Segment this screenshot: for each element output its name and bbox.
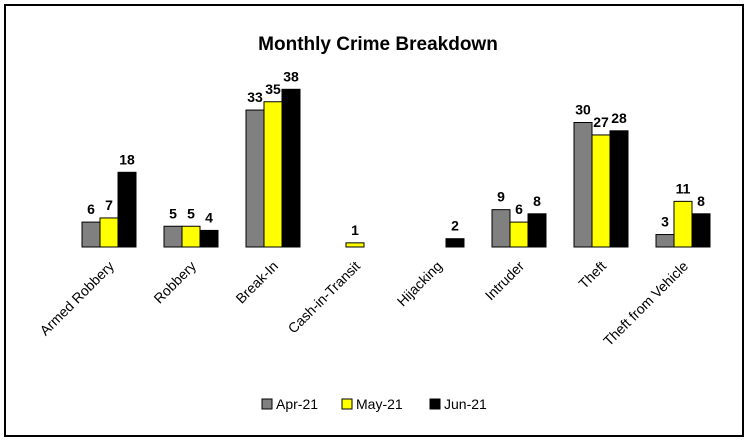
bar-robbery-jun-21 (199, 229, 219, 248)
bar-break-in-apr-21 (245, 109, 265, 248)
value-label-armed-robbery-apr-21: 6 (87, 201, 95, 217)
bar-intruder-may-21 (509, 221, 529, 248)
value-label-intruder-jun-21: 8 (533, 193, 541, 209)
legend-swatch-apr-21 (261, 398, 273, 410)
value-label-robbery-apr-21: 5 (169, 205, 177, 221)
value-label-break-in-may-21: 35 (265, 81, 281, 97)
value-label-cash-in-transit-may-21: 1 (351, 222, 359, 238)
legend: Apr-21 May-21 Jun-21 (261, 396, 487, 412)
value-label-theft-from-vehicle-jun-21: 8 (697, 193, 705, 209)
value-label-theft-apr-21: 30 (575, 102, 591, 118)
bar-theft-may-21 (591, 134, 611, 248)
bar-armed-robbery-may-21 (99, 217, 119, 248)
bar-intruder-jun-21 (527, 213, 547, 248)
bar-theft-from-vehicle-may-21 (673, 200, 693, 248)
value-label-intruder-may-21: 6 (515, 201, 523, 217)
value-label-theft-from-vehicle-may-21: 11 (676, 180, 691, 196)
legend-label-jun-21: Jun-21 (444, 396, 487, 412)
value-label-break-in-jun-21: 38 (283, 68, 299, 84)
category-labels-layer: Armed Robbery Robbery Break-In Cash-in-Tran… (36, 258, 691, 349)
value-label-theft-may-21: 27 (593, 114, 609, 130)
value-label-intruder-apr-21: 9 (497, 189, 505, 205)
category-label-hijacking: Hijacking (394, 258, 445, 309)
bar-robbery-apr-21 (163, 225, 183, 248)
bar-theft-jun-21 (609, 130, 629, 248)
category-label-theft-from-vehicle: Theft from Vehicle (600, 258, 691, 349)
chart-title: Monthly Crime Breakdown (258, 34, 498, 55)
bar-armed-robbery-apr-21 (81, 221, 101, 248)
category-label-theft: Theft (575, 258, 609, 292)
category-label-break-in: Break-In (232, 258, 281, 307)
category-label-cash-in-transit: Cash-in-Transit (285, 258, 364, 337)
value-label-armed-robbery-may-21: 7 (105, 197, 113, 213)
bar-robbery-may-21 (181, 225, 201, 248)
value-label-theft-jun-21: 28 (611, 110, 627, 126)
chart-frame: Monthly Crime Breakdown 6 7 18 5 5 4 33 35 38 1 2 9… (4, 4, 744, 437)
value-label-hijacking-jun-21: 2 (451, 218, 459, 234)
bar-intruder-apr-21 (491, 209, 511, 248)
bar-hijacking-jun-21 (445, 238, 465, 248)
bar-theft-apr-21 (573, 122, 593, 248)
category-label-intruder: Intruder (482, 258, 528, 304)
category-label-armed-robbery: Armed Robbery (36, 258, 117, 339)
bar-break-in-jun-21 (281, 88, 301, 248)
bar-armed-robbery-jun-21 (117, 171, 137, 248)
category-label-robbery: Robbery (150, 258, 199, 307)
value-label-robbery-may-21: 5 (187, 205, 195, 221)
value-label-theft-from-vehicle-apr-21: 3 (661, 214, 669, 230)
legend-swatch-jun-21 (429, 398, 441, 410)
legend-swatch-may-21 (341, 398, 353, 410)
bar-cash-in-transit-may-21 (345, 242, 365, 248)
value-label-robbery-jun-21: 4 (205, 209, 213, 225)
bar-theft-from-vehicle-jun-21 (691, 213, 711, 248)
value-label-armed-robbery-jun-21: 18 (119, 151, 135, 167)
bar-break-in-may-21 (263, 101, 283, 248)
bar-theft-from-vehicle-apr-21 (655, 234, 675, 248)
legend-label-may-21: May-21 (356, 396, 403, 412)
legend-label-apr-21: Apr-21 (276, 396, 318, 412)
value-label-break-in-apr-21: 33 (247, 89, 263, 105)
bars-layer (81, 88, 711, 248)
